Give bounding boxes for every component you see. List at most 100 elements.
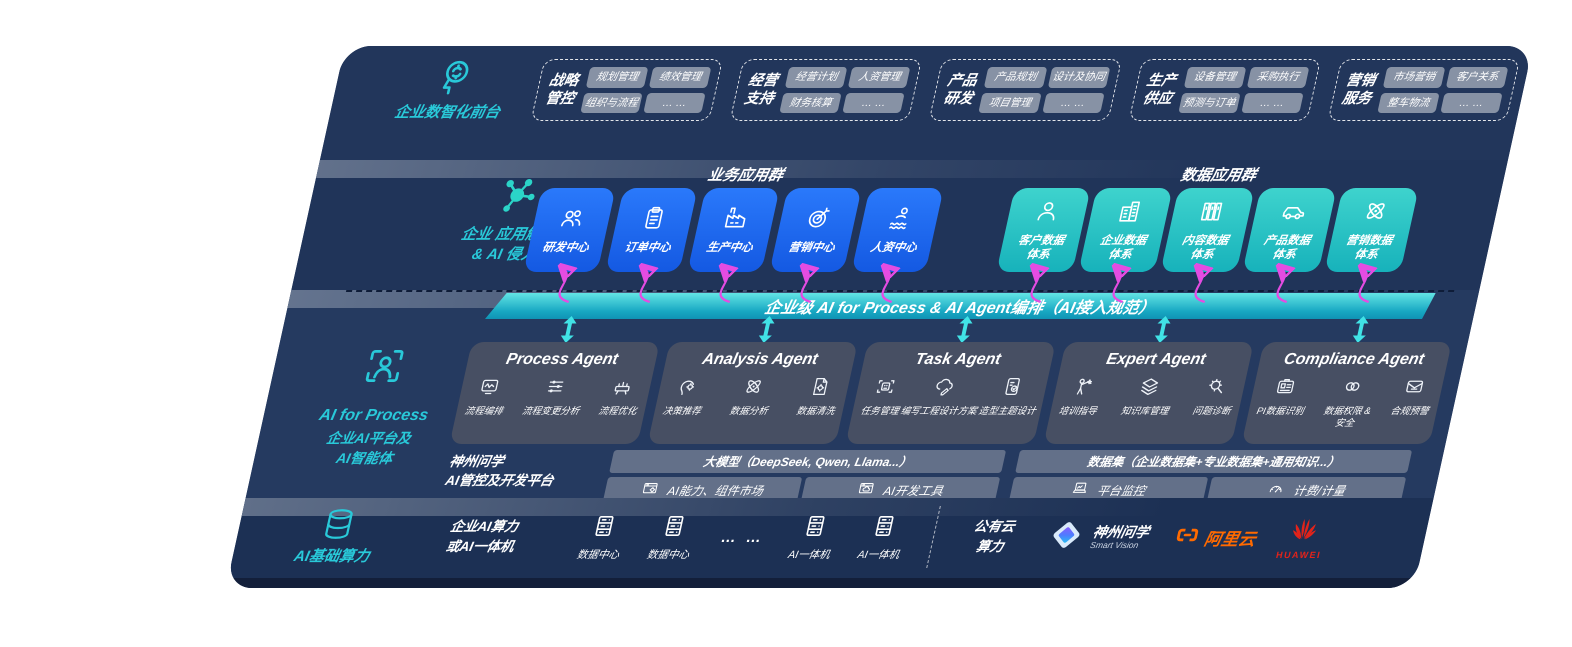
window-cloud-icon <box>856 480 877 500</box>
model-group: 大模型（DeepSeek, Qwen, Llama...） AI能力、组件市场 … <box>602 450 1007 503</box>
group-title: 产品 研发 <box>941 72 979 107</box>
capability-pill: 绩效管理 <box>648 67 712 88</box>
agent-item: 合规预警 <box>1389 376 1436 418</box>
double-arrow-icon <box>754 316 780 343</box>
car-icon <box>1277 198 1310 229</box>
laptop-chart-icon <box>1069 480 1090 500</box>
capability-pill: 经营计划 <box>785 67 848 88</box>
dashed-vertical-divider <box>926 506 941 568</box>
capability-pill: 财务核算 <box>779 92 843 113</box>
layer1-label-block: 企业数智化前台 <box>354 56 551 123</box>
capability-pill: … … <box>1440 92 1503 113</box>
flow-arrows <box>459 262 1418 304</box>
group-title: 营销 服务 <box>1340 72 1377 107</box>
agent-item: 编写工程设计方案 <box>899 376 984 418</box>
dataset-bar: 数据集（企业数据集+专业数据集+通用知识...） <box>1015 450 1413 473</box>
server-icon <box>658 526 688 543</box>
double-arrow-icon <box>556 316 582 343</box>
layer3-label-cn: 企业AI平台及 AI智能体 <box>325 430 413 466</box>
conveyor-icon <box>609 376 636 402</box>
agent-item: 数据分析 <box>728 376 775 418</box>
agent-item: 问题诊断 <box>1191 376 1238 418</box>
data-tiles: 客户数据 体系 企业数据 体系 内容数据 体系 产品数据 体系 营销数据 体系 <box>996 188 1419 272</box>
capability-pill: 项目管理 <box>978 92 1042 113</box>
agent-item: 知识库管理 <box>1119 376 1176 418</box>
platform-label: 神州问学 AI管控及开发平台 <box>443 454 556 488</box>
capability-pill: … … <box>842 92 906 113</box>
compliance-agent-card: Compliance Agent PI数据识别 数据权限 & 安全 合规预警 <box>1241 342 1452 444</box>
tile-enterprise-data: 企业数据 体系 <box>1078 188 1173 272</box>
capability-pill: 规划管理 <box>585 67 649 88</box>
agent-item: 流程编排 <box>463 376 510 418</box>
server-icon <box>588 526 618 543</box>
capability-pill: 产品规划 <box>984 67 1047 88</box>
document-gear-icon <box>807 376 834 402</box>
robot-scan-icon <box>871 376 898 402</box>
tile-customer-data: 客户数据 体系 <box>996 188 1091 272</box>
ellipsis-more: … … <box>719 528 767 546</box>
vendor-logos: 神州问学 Smart Vision 阿里云 HUAWEI <box>1043 514 1330 560</box>
process-agent-card: Process Agent 流程编排 流程变更分析 流程优化 <box>449 342 660 444</box>
server-icon <box>868 526 898 543</box>
tile-hr-center: 人资中心 <box>851 188 944 272</box>
monitor-wave-icon <box>475 376 502 402</box>
node-ai-appliance: AI一体机 <box>787 513 839 562</box>
enterprise-compute-label: 企业AI算力 或AI一体机 <box>444 519 520 554</box>
factory-icon <box>719 205 752 236</box>
tile-marketing-data: 营销数据 体系 <box>1324 188 1419 272</box>
capability-pill: 市场营销 <box>1382 67 1446 88</box>
double-arrow-icon <box>952 316 978 343</box>
alicloud-logo: 阿里云 <box>1168 520 1260 555</box>
capability-pill: 采购执行 <box>1246 67 1310 88</box>
agent-item: 培训指导 <box>1057 376 1104 418</box>
target-icon <box>801 205 834 236</box>
group-production-supply: 生产 供应 设备管理 采购执行 预测与订单 … … <box>1128 59 1321 121</box>
group-product-rd: 产品 研发 产品规划 设计及协同 项目管理 … … <box>928 59 1122 121</box>
layer-front-office: 企业数智化前台 战略 管控 规划管理 绩效管理 组织与流程 … … 经营 支持 … <box>319 46 1533 160</box>
group-title: 生产 供应 <box>1141 72 1178 107</box>
clipboard-icon <box>637 205 670 236</box>
capability-pill: 设备管理 <box>1183 67 1247 88</box>
window-gear-icon <box>640 480 661 500</box>
rings-icon <box>1339 376 1366 402</box>
gauge-icon <box>1266 480 1287 500</box>
business-apps-header: 业务应用群 <box>706 167 785 184</box>
capability-pill: … … <box>643 92 706 113</box>
layer4-label-block: AI基础算力 <box>254 506 417 567</box>
capability-pill: 客户关系 <box>1445 67 1509 88</box>
huawei-logo: HUAWEI <box>1275 514 1330 560</box>
id-card-icon <box>1272 376 1299 402</box>
layers-icon <box>1136 376 1163 402</box>
agent-item: PI数据识别 <box>1255 376 1311 418</box>
layer3-label-en: AI for Process <box>317 407 430 424</box>
books-icon <box>1195 198 1228 229</box>
capability-pill: 组织与流程 <box>580 92 643 113</box>
mail-alert-icon <box>1401 376 1428 402</box>
tile-marketing-center: 营销中心 <box>769 188 862 272</box>
compute-nodes: 数据中心 数据中心 … … AI一体机 AI一体机 <box>576 513 909 562</box>
tile-product-data: 产品数据 体系 <box>1242 188 1337 272</box>
agent-item: 流程优化 <box>597 376 644 418</box>
database-icon <box>316 529 356 546</box>
front-office-groups: 战略 管控 规划管理 绩效管理 组织与流程 … … 经营 支持 经营计划 人资管… <box>530 59 1521 121</box>
brain-head-icon <box>429 85 475 102</box>
person-icon <box>1031 198 1064 229</box>
atom-icon <box>1359 198 1392 229</box>
scan-person-icon <box>357 375 405 392</box>
tablet-check-icon <box>999 376 1026 402</box>
node-datacenter: 数据中心 <box>576 513 629 562</box>
agent-item: 数据清洗 <box>795 376 842 418</box>
agent-item: 流程变更分析 <box>521 376 587 418</box>
business-tiles: 研发中心 订单中心 生产中心 营销中心 人资中心 <box>523 188 944 272</box>
layer-ai-platform: 企业级 AI for Process & AI Agent编排（AI接入规范） … <box>245 290 1480 503</box>
analysis-agent-card: Analysis Agent 决策推荐 数据分析 数据清洗 <box>647 342 858 444</box>
person-activity-icon <box>883 205 916 236</box>
server-icon <box>799 526 829 543</box>
board-front-edge <box>225 578 1417 588</box>
capability-pill: 整车物流 <box>1377 92 1440 113</box>
group-marketing-service: 营销 服务 市场营销 客户关系 整车物流 … … <box>1327 59 1521 121</box>
training-icon <box>1069 376 1096 402</box>
layer1-label: 企业数智化前台 <box>392 104 502 121</box>
expert-agent-card: Expert Agent 培训指导 知识库管理 问题诊断 <box>1043 342 1254 444</box>
